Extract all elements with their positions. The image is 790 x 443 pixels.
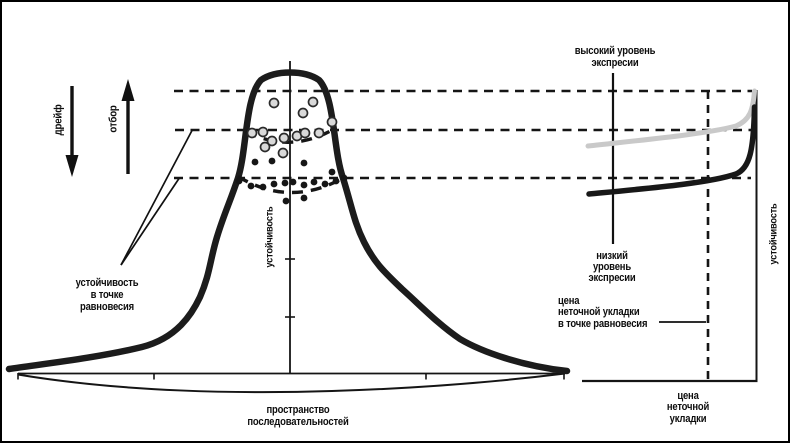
high-expression-label: высокий уровень экспресии xyxy=(574,45,656,69)
selection-label: отбор xyxy=(107,105,120,133)
right-y-axis-label: устойчивость xyxy=(767,203,780,265)
drift-label: дрейф xyxy=(52,104,65,136)
fitness-bell-curve xyxy=(5,69,571,375)
selection-arrow xyxy=(121,79,135,174)
sequence-space-axis-ticks xyxy=(17,373,565,380)
high-stability-population-dots xyxy=(246,96,338,159)
stability-axis-ticks xyxy=(285,258,295,318)
lower-population-arc xyxy=(237,175,345,195)
low-stability-population-dots xyxy=(235,157,348,205)
folding-cost-label: цена неточной укладки xyxy=(666,390,710,425)
folding-cost-equilibrium-label: цена неточной укладки в точке равновесия xyxy=(558,295,648,330)
equilibrium-pointer-lines xyxy=(120,130,193,266)
equilibrium-stability-label: устойчивость в точке равновесия xyxy=(75,277,139,313)
high-expression-curve xyxy=(585,88,757,149)
stability-level-dashed-lines xyxy=(174,89,756,180)
drift-arrow xyxy=(65,86,79,177)
low-expression-label: низкий уровень экспресии xyxy=(588,250,636,284)
sequence-space-label: пространство последовательностей xyxy=(247,404,349,428)
low-expression-curve xyxy=(586,104,758,197)
sequence-space-plane-curve xyxy=(17,372,566,394)
left-y-axis-label: устойчивость xyxy=(263,206,276,268)
